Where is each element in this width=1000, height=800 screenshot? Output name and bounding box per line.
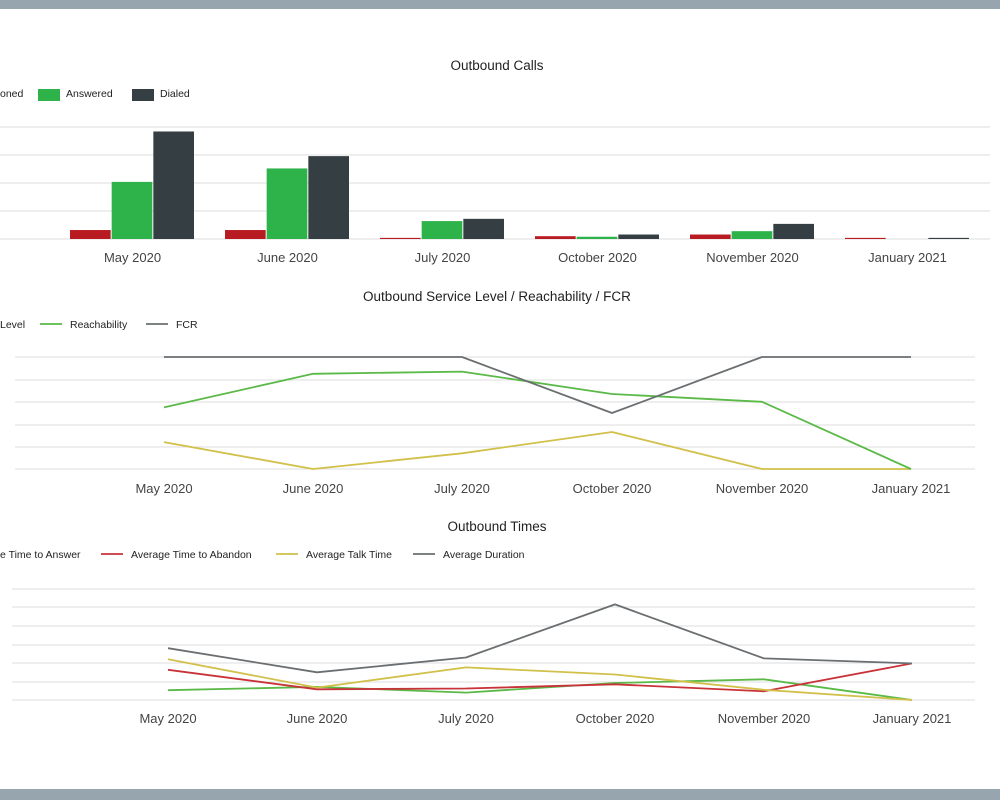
x-tick-label: October 2020 bbox=[558, 250, 637, 265]
legend-swatch bbox=[38, 89, 60, 101]
window-frame-top bbox=[0, 0, 1000, 9]
x-tick-label: July 2020 bbox=[415, 250, 471, 265]
x-tick-label: June 2020 bbox=[257, 250, 318, 265]
chart-title: Outbound Calls bbox=[450, 58, 543, 73]
bar bbox=[70, 230, 111, 239]
x-tick-label: July 2020 bbox=[438, 711, 494, 726]
x-tick-label: November 2020 bbox=[718, 711, 811, 726]
legend-label: Answered bbox=[66, 88, 113, 100]
x-tick-label: January 2021 bbox=[873, 711, 952, 726]
legend-label: Average Talk Time bbox=[306, 549, 392, 561]
bar bbox=[421, 221, 463, 239]
series-line bbox=[167, 662, 913, 693]
legend-label: e Time to Answer bbox=[0, 549, 81, 561]
bar bbox=[380, 237, 421, 239]
x-tick-label: January 2021 bbox=[872, 481, 951, 496]
series-line bbox=[167, 603, 913, 674]
legend-label: Dialed bbox=[160, 88, 190, 100]
chart-title: Outbound Service Level / Reachability / … bbox=[363, 289, 631, 304]
legend-label: Level bbox=[0, 319, 25, 331]
x-tick-label: October 2020 bbox=[576, 711, 655, 726]
chart-title: Outbound Times bbox=[447, 519, 546, 534]
window-frame-bottom bbox=[0, 789, 1000, 800]
x-tick-label: June 2020 bbox=[283, 481, 344, 496]
x-tick-label: May 2020 bbox=[135, 481, 192, 496]
legend-swatch bbox=[132, 89, 154, 101]
legend-label: Reachability bbox=[70, 319, 128, 331]
bar bbox=[535, 236, 576, 239]
bar bbox=[690, 234, 731, 239]
legend-label: Average Time to Abandon bbox=[131, 549, 252, 561]
bar bbox=[266, 168, 308, 239]
series-line bbox=[164, 356, 911, 414]
x-tick-label: May 2020 bbox=[104, 250, 161, 265]
bar bbox=[153, 131, 194, 239]
x-tick-label: January 2021 bbox=[868, 250, 947, 265]
bar bbox=[618, 234, 659, 239]
x-tick-label: June 2020 bbox=[287, 711, 348, 726]
bar bbox=[731, 231, 773, 239]
x-tick-label: May 2020 bbox=[139, 711, 196, 726]
bar bbox=[773, 223, 814, 239]
bar bbox=[308, 156, 349, 239]
bar bbox=[463, 218, 504, 239]
legend-label: FCR bbox=[176, 319, 198, 331]
series-line bbox=[163, 370, 912, 470]
bar bbox=[225, 230, 266, 239]
x-tick-label: November 2020 bbox=[706, 250, 799, 265]
bar bbox=[111, 181, 153, 239]
bar bbox=[928, 237, 969, 239]
series-line bbox=[167, 678, 913, 701]
x-tick-label: July 2020 bbox=[434, 481, 490, 496]
x-tick-label: November 2020 bbox=[716, 481, 809, 496]
legend-label: oned bbox=[0, 88, 24, 100]
x-tick-label: October 2020 bbox=[573, 481, 652, 496]
series-line bbox=[163, 431, 911, 470]
series-line bbox=[167, 658, 913, 701]
bar bbox=[845, 237, 886, 239]
legend-label: Average Duration bbox=[443, 549, 525, 561]
bar bbox=[576, 236, 618, 239]
